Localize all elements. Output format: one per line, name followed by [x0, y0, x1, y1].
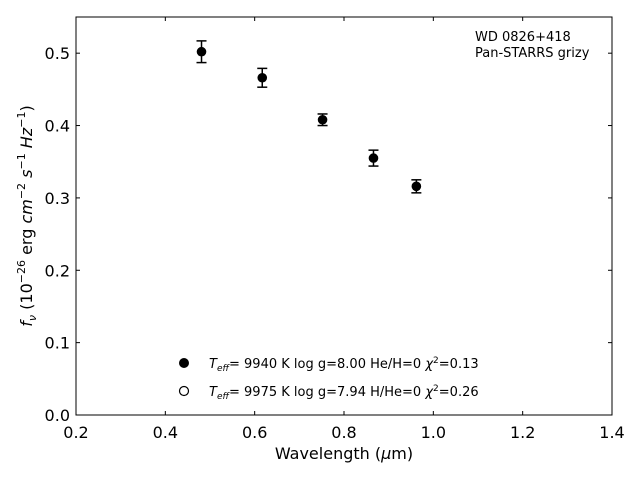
legend-entry-2: Teff= 9975 K log g=7.94 H/He=0 χ2=0.26 [209, 384, 479, 402]
y-tick-label: 0.5 [45, 44, 70, 63]
x-tick-label: 1.0 [421, 423, 446, 442]
x-tick-label: 1.2 [510, 423, 535, 442]
y-tick-label: 0.3 [45, 189, 70, 208]
data-point [317, 114, 328, 125]
x-tick-label: 0.4 [153, 423, 178, 442]
y-tick-label: 0.2 [45, 261, 70, 280]
data-points [196, 40, 422, 194]
annotation-line-2: Pan-STARRS grizy [475, 46, 590, 61]
y-axis-ticks: 0.0 0.1 0.2 0.3 0.4 0.5 [45, 44, 612, 425]
annotation-line-1: WD 0826+418 [475, 30, 571, 45]
x-tick-label: 0.6 [242, 423, 267, 442]
legend-marker-open [178, 385, 190, 397]
data-point [368, 153, 379, 163]
data-point [196, 46, 207, 57]
y-tick-label: 0.1 [45, 334, 70, 353]
legend-entry-1: Teff= 9940 K log g=8.00 He/H=0 χ2=0.13 [209, 356, 479, 374]
legend-marker-filled [179, 358, 189, 368]
x-tick-label: 1.4 [599, 423, 624, 442]
y-tick-label: 0.4 [45, 117, 70, 136]
x-tick-label: 0.8 [331, 423, 356, 442]
y-tick-label: 0.0 [45, 406, 70, 425]
plot-frame [75, 16, 613, 416]
x-axis-ticks: 0.2 0.4 0.6 0.8 1.0 1.2 1.4 [63, 17, 625, 442]
x-tick-label: 0.2 [63, 423, 88, 442]
data-point [411, 181, 422, 192]
x-axis-label: Wavelength (μm) [275, 444, 413, 463]
legend: Teff= 9940 K log g=8.00 He/H=0 χ2=0.13 T… [178, 356, 479, 402]
y-axis-label: fν (10−26 erg cm−2 s−1 Hz−1) [15, 105, 39, 326]
data-point [257, 72, 268, 83]
